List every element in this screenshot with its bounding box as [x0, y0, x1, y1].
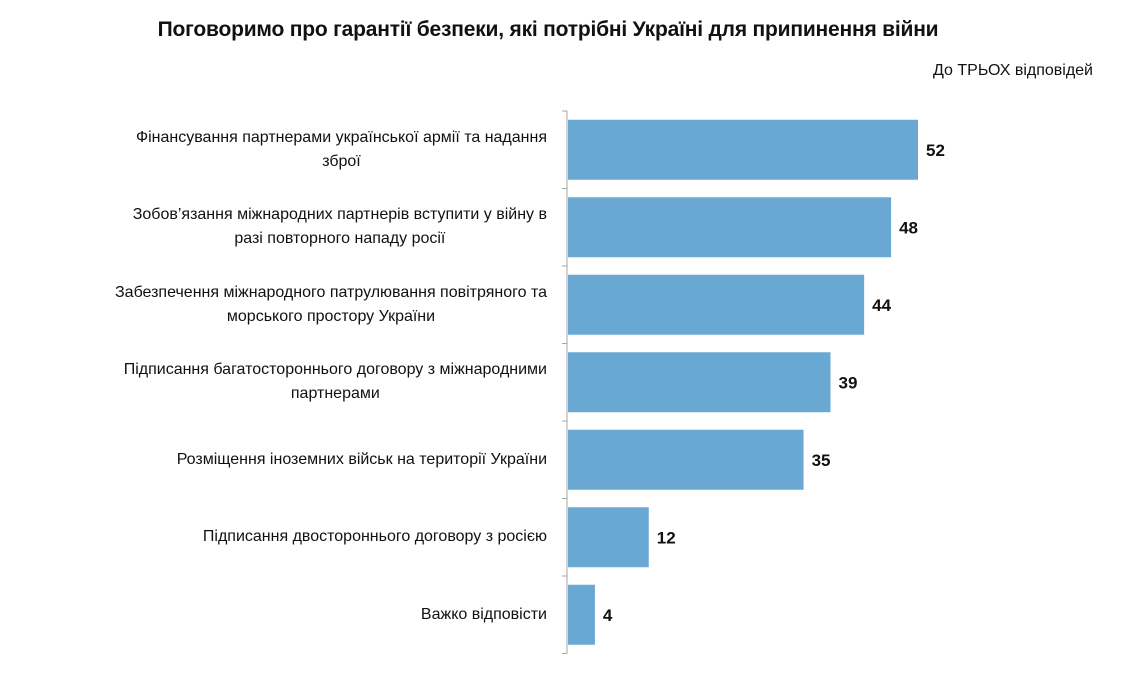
bar — [568, 429, 804, 490]
category-label-line: партнерами — [290, 385, 380, 403]
data-label: 44 — [872, 296, 891, 315]
category-label-line: разі повторного нападу росії — [234, 230, 446, 248]
category-label: Фінансування партнерами української армі… — [47, 111, 547, 189]
category-label: Розміщення іноземних військ на території… — [47, 421, 547, 499]
category-label: Підписання багатостороннього договору з … — [47, 344, 547, 422]
category-label: Підписання двостороннього договору з рос… — [47, 499, 547, 577]
bar — [568, 507, 649, 568]
data-label: 39 — [839, 373, 858, 392]
category-label-line: Розміщення іноземних військ на території… — [176, 450, 547, 468]
category-label-text: Підписання багатостороннього договору з … — [124, 358, 547, 406]
data-label: 12 — [657, 528, 676, 547]
data-label: 4 — [603, 606, 613, 625]
chart-title: Поговоримо про гарантії безпеки, які пот… — [157, 18, 939, 41]
category-label-text: Забезпечення міжнародного патрулювання п… — [115, 281, 547, 329]
category-label: Зобов’язання міжнародних партнерів вступ… — [47, 189, 547, 267]
bar — [568, 584, 595, 645]
category-label-line: Важко відповісти — [420, 605, 547, 623]
category-label-text: Розміщення іноземних військ на території… — [177, 448, 547, 472]
data-label: 48 — [899, 218, 918, 237]
category-label-text: Важко відповісти — [421, 603, 547, 627]
category-label-line: зброї — [322, 152, 361, 170]
category-label: Забезпечення міжнародного патрулювання п… — [47, 266, 547, 344]
category-label: Важко відповісти — [47, 576, 547, 654]
data-label: 35 — [812, 451, 831, 470]
category-label-line: Забезпечення міжнародного патрулювання п… — [115, 283, 547, 301]
chart-subtitle: До ТРЬОХ відповідей — [933, 62, 1093, 79]
category-label-line: Підписання двостороннього договору з рос… — [202, 528, 547, 546]
bar — [568, 197, 892, 258]
category-label-line: Підписання багатостороннього договору з … — [123, 361, 547, 379]
category-label-line: Фінансування партнерами української армі… — [135, 128, 547, 146]
bar — [568, 274, 865, 335]
bar — [568, 119, 918, 180]
category-label-text: Підписання двостороннього договору з рос… — [203, 525, 547, 549]
bar — [568, 352, 831, 413]
category-label-text: Зобов’язання міжнародних партнерів вступ… — [133, 203, 547, 251]
category-label-line: Зобов’язання міжнародних партнерів вступ… — [132, 206, 547, 224]
category-label-line: морського простору України — [226, 307, 436, 325]
category-label-text: Фінансування партнерами української армі… — [136, 126, 547, 174]
data-label: 52 — [926, 141, 945, 160]
